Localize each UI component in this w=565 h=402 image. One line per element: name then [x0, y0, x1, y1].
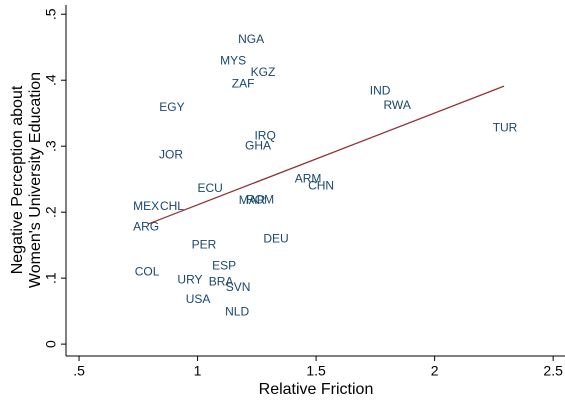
y-tick-label: .4: [43, 74, 59, 86]
point-label: PER: [192, 237, 217, 251]
point-label: ESP: [212, 258, 236, 272]
point-label: COL: [135, 264, 160, 278]
point-label: ARM: [295, 171, 322, 185]
y-tick-label: .2: [43, 206, 59, 218]
point-label: MYS: [220, 53, 246, 67]
point-label: URY: [177, 272, 202, 286]
x-tick-label: 2: [431, 363, 439, 379]
y-tick-label: .5: [43, 8, 59, 20]
point-label: CHL: [160, 199, 184, 213]
point-label: CHN: [308, 179, 334, 193]
point-label: BRA: [209, 274, 234, 288]
x-tick-label: 1: [194, 363, 202, 379]
y-tick-label: .1: [43, 272, 59, 284]
point-label: ARG: [133, 220, 159, 234]
point-label: IND: [370, 84, 391, 98]
point-label: ECU: [197, 181, 222, 195]
x-axis-title: Relative Friction: [259, 381, 374, 398]
point-label: GHA: [245, 138, 271, 152]
point-label: NLD: [225, 305, 249, 319]
x-tick-label: 1.5: [306, 363, 326, 379]
point-label: IRQ: [254, 128, 275, 142]
point-label: SVN: [226, 280, 251, 294]
y-tick-label: .3: [43, 140, 59, 152]
point-label: KGZ: [251, 65, 276, 79]
y-axis-title: Women's University Education: [27, 72, 44, 288]
point-label: ZAF: [232, 76, 255, 90]
x-tick-label: 2.5: [543, 363, 563, 379]
y-axis-title: Negative Perception about: [9, 85, 26, 274]
x-tick-label: .5: [73, 363, 85, 379]
point-label: MAR: [239, 193, 266, 207]
point-label: DEU: [263, 231, 288, 245]
y-tick-label: 0: [43, 340, 59, 348]
point-label: ROM: [246, 192, 274, 206]
point-label: EGY: [159, 100, 184, 114]
point-label: RWA: [383, 98, 410, 112]
point-label: NGA: [238, 32, 264, 46]
fit-line: [147, 85, 505, 225]
point-label: MEX: [133, 199, 159, 213]
point-label: JOR: [159, 148, 183, 162]
point-label: TUR: [493, 121, 518, 135]
point-label: USA: [186, 292, 211, 306]
